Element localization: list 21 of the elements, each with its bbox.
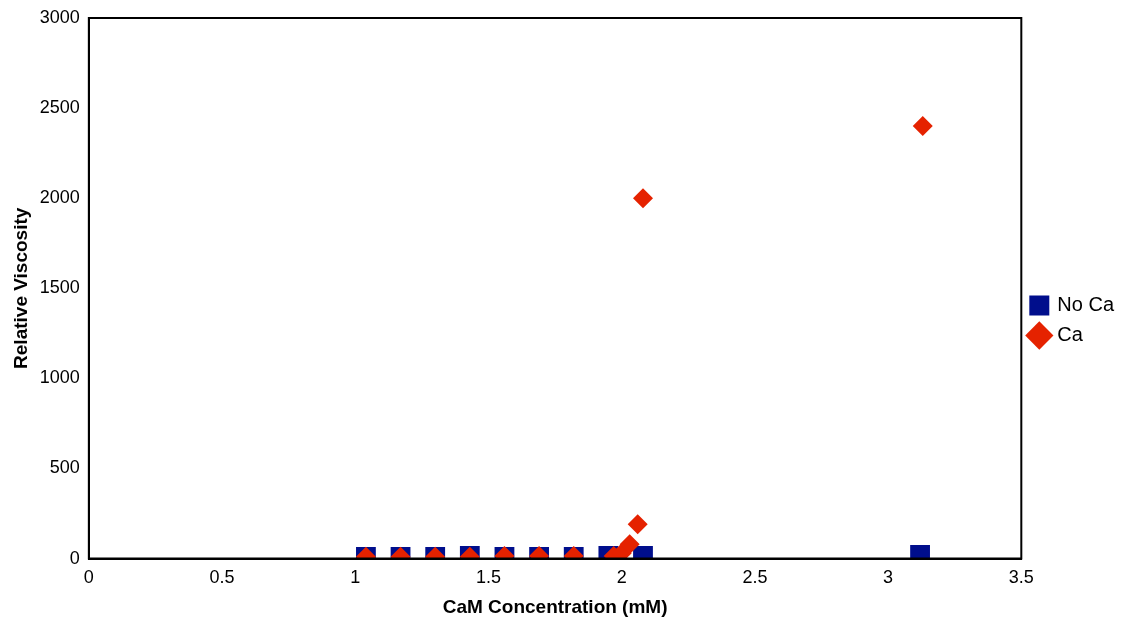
x-axis-title: CaM Concentration (mM) — [442, 595, 668, 617]
y-tick-label: 1500 — [39, 277, 80, 298]
x-tick-label: 1.5 — [475, 567, 501, 588]
legend-label: No Ca — [1057, 293, 1115, 316]
legend-label: Ca — [1057, 323, 1084, 346]
y-tick-label: 2000 — [39, 187, 80, 208]
y-tick-label: 0 — [69, 547, 80, 568]
y-axis-title: Relative Viscosity — [9, 207, 31, 369]
x-tick-label: 3 — [883, 567, 894, 588]
point — [912, 116, 933, 137]
x-tick-label: 3.5 — [1008, 567, 1034, 588]
x-tick-label: 2 — [616, 567, 627, 588]
point — [633, 188, 653, 209]
y-tick-label: 2500 — [39, 97, 80, 118]
y-tick-label: 3000 — [39, 6, 80, 27]
x-tick-label: 0 — [83, 567, 94, 588]
x-tick-label: 1 — [350, 567, 361, 588]
x-tick-label: 2.5 — [742, 567, 768, 588]
y-tick-label: 1000 — [39, 367, 80, 388]
y-tick-label: 500 — [49, 457, 80, 478]
x-tick-label: 0.5 — [209, 567, 235, 588]
